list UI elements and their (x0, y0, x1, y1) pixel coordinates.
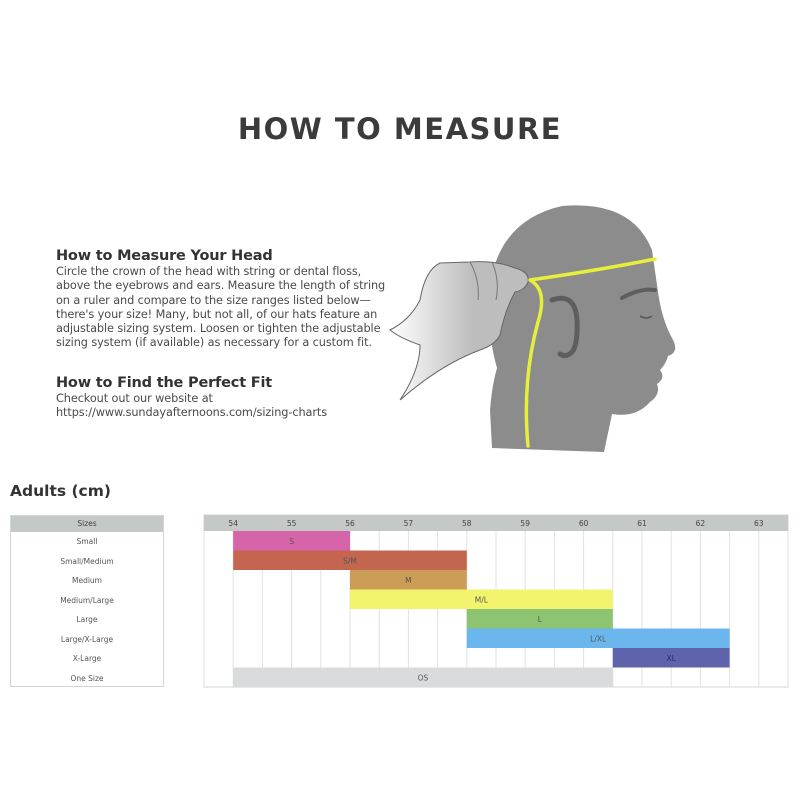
body-line: above the eyebrows and ears. Measure the… (56, 279, 386, 293)
arm-and-hand (389, 261, 529, 401)
x-tick-label: 60 (579, 519, 589, 528)
page-title: HOW TO MEASURE (237, 112, 563, 146)
chart-header (204, 515, 788, 531)
sizes-header: Sizes (11, 516, 163, 532)
bar-label: M (405, 576, 411, 585)
body-line: there's your size! Many, but not all, of… (56, 307, 378, 321)
size-bar-m-l (350, 589, 613, 609)
size-bar-l-xl (466, 628, 730, 648)
body-line: Checkout out our website at (56, 392, 213, 405)
x-tick-label: 54 (228, 519, 238, 528)
body-line: Circle the crown of the head with string… (56, 265, 362, 278)
size-row-label: One Size (70, 673, 104, 683)
x-tick-label: 62 (696, 519, 706, 528)
x-tick-label: 59 (520, 519, 530, 528)
section-heading: How to Find the Perfect Fit (56, 375, 272, 391)
perfect-fit-section: How to Find the Perfect Fit Checkout out… (56, 375, 386, 421)
size-bar-s (233, 531, 350, 551)
sizes-table: Sizes Small Small/Medium Medium Medium/Larg… (10, 515, 164, 687)
size-row-label: Large/X-Large (60, 634, 114, 644)
bar-label: S/M (343, 556, 357, 565)
size-row-label: Medium (72, 576, 102, 585)
bar-label: OS (418, 673, 429, 682)
bar-label: L (538, 615, 543, 624)
size-row-label: Large (76, 615, 98, 624)
x-tick-label: 57 (404, 519, 414, 528)
ear (549, 295, 580, 359)
x-tick-label: 58 (462, 519, 472, 528)
x-tick-label: 61 (637, 519, 647, 528)
head-silhouette (488, 205, 676, 452)
section-body: Circle the crown of the head with string… (56, 265, 386, 351)
x-tick-label: 55 (287, 519, 297, 528)
size-row-label: Small/Medium (60, 556, 114, 566)
bar-label: M/L (475, 595, 489, 604)
closed-eye (639, 315, 653, 319)
bar-label: L/XL (590, 634, 607, 643)
section-body: Checkout out our website at https://www.… (56, 392, 386, 421)
size-bar-s-m (233, 550, 467, 570)
bar-label: XL (667, 654, 677, 663)
size-bar-m (350, 570, 467, 590)
body-line: sizing system (if available) as necessar… (56, 336, 372, 350)
size-row-label: Small (76, 537, 98, 546)
body-line: adjustable sizing system. Loosen or tigh… (56, 322, 381, 336)
section-heading: How to Measure Your Head (56, 248, 273, 264)
size-bar-l (466, 609, 613, 629)
size-row-label: Medium/Large (60, 595, 114, 605)
body-line: on a ruler and compare to the size range… (56, 293, 371, 307)
eyebrow (620, 287, 657, 300)
measure-head-section: How to Measure Your Head Circle the crow… (56, 248, 386, 351)
x-tick-label: 63 (754, 519, 764, 528)
chart-title: Adults (cm) (10, 482, 111, 500)
size-row-label: X-Large (72, 654, 102, 663)
size-bar-os (233, 667, 613, 687)
measuring-string (524, 257, 657, 448)
x-tick-label: 56 (345, 519, 355, 528)
fist-knuckles (469, 261, 498, 301)
size-bar-xl (612, 648, 730, 668)
bar-label: S (289, 537, 294, 546)
sizing-chart-link[interactable]: https://www.sundayafternoons.com/sizing-… (56, 406, 327, 420)
